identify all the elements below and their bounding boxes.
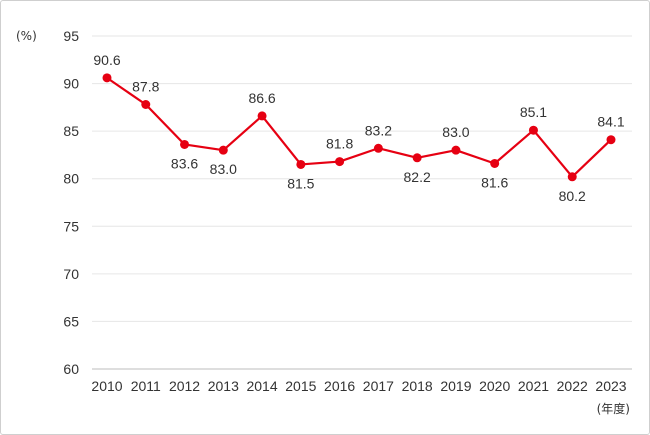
- data-label: 81.5: [287, 175, 314, 191]
- y-tick-label: 90: [63, 76, 79, 92]
- y-tick-label: 75: [63, 218, 79, 234]
- data-point: [296, 159, 306, 169]
- data-label: 87.8: [132, 79, 159, 95]
- data-point: [490, 158, 500, 168]
- data-point: [141, 100, 151, 110]
- data-point: [373, 143, 383, 153]
- data-label: 82.2: [404, 169, 431, 185]
- x-tick-label: 2023: [595, 378, 626, 394]
- x-tick-label: 2016: [324, 378, 355, 394]
- x-tick-label: 2011: [131, 378, 161, 394]
- x-axis-ticks: 2010 2011 2012 2013 2014 2015 2016 2017 2018 2019…: [91, 378, 626, 394]
- data-label: 80.2: [559, 188, 586, 204]
- data-point: [606, 135, 616, 145]
- y-tick-label: 85: [63, 123, 79, 139]
- x-tick-label: 2015: [285, 378, 316, 394]
- data-point: [528, 125, 538, 135]
- x-tick-label: 2019: [440, 378, 471, 394]
- data-label: 83.2: [365, 122, 392, 138]
- x-tick-label: 2014: [246, 378, 277, 394]
- series-line: [106, 76, 612, 178]
- data-label: 84.1: [597, 114, 624, 130]
- data-point: [412, 153, 422, 163]
- data-label: 83.0: [442, 124, 469, 140]
- x-tick-label: 2022: [557, 378, 588, 394]
- y-tick-label: 60: [63, 361, 79, 377]
- data-label: 90.6: [93, 52, 120, 68]
- y-axis-label: (%): [16, 29, 37, 43]
- data-point: [218, 145, 228, 155]
- x-axis-label: (年度): [597, 401, 630, 416]
- data-label: 83.0: [210, 161, 237, 177]
- data-point: [335, 157, 345, 167]
- x-tick-label: 2020: [479, 378, 510, 394]
- series-points: [102, 73, 616, 182]
- data-point: [257, 111, 267, 121]
- data-label: 81.8: [326, 136, 353, 152]
- y-tick-label: 80: [63, 171, 79, 187]
- y-tick-label: 95: [63, 28, 79, 44]
- data-label: 81.6: [481, 174, 508, 190]
- data-point: [451, 145, 461, 155]
- x-tick-label: 2010: [91, 378, 122, 394]
- grid-lines: [92, 35, 632, 370]
- data-label: 85.1: [520, 104, 547, 120]
- x-tick-label: 2012: [169, 378, 200, 394]
- y-axis-ticks: 60 65 70 75 80 85 90 95: [63, 28, 79, 377]
- x-tick-label: 2013: [208, 378, 239, 394]
- data-label: 83.6: [171, 155, 198, 171]
- data-point: [180, 139, 190, 149]
- y-tick-label: 65: [63, 313, 79, 329]
- data-point: [102, 73, 112, 83]
- x-tick-label: 2021: [518, 378, 549, 394]
- data-labels: 90.6 87.8 83.6 83.0 86.6 81.5 81.8 83.2 82.2 83.0…: [93, 52, 624, 204]
- y-tick-label: 70: [63, 266, 79, 282]
- series-line-path: [106, 76, 612, 178]
- x-tick-label: 2018: [402, 378, 433, 394]
- data-point: [567, 172, 577, 182]
- x-tick-label: 2017: [363, 378, 394, 394]
- data-label: 86.6: [248, 90, 275, 106]
